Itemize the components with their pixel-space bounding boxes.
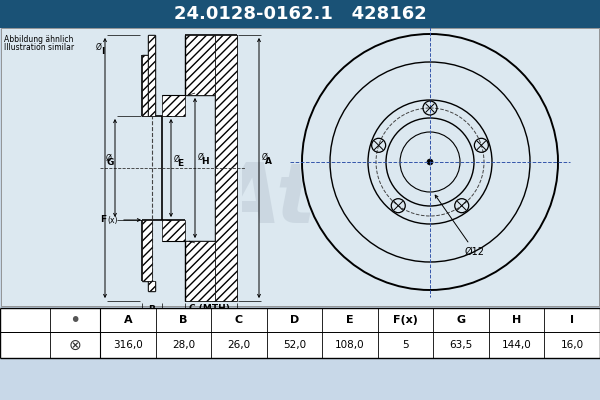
Bar: [215, 35, 237, 301]
Text: 316,0: 316,0: [113, 340, 143, 350]
Text: C: C: [235, 315, 243, 325]
Circle shape: [15, 335, 35, 355]
Bar: [142, 55, 152, 116]
Text: A: A: [124, 315, 132, 325]
Text: E: E: [177, 159, 183, 168]
Circle shape: [23, 318, 27, 322]
Bar: [162, 220, 185, 241]
Text: Ø: Ø: [198, 153, 204, 162]
Text: F: F: [100, 216, 106, 224]
Text: Ø: Ø: [106, 154, 112, 163]
Bar: [0, 308, 600, 358]
Bar: [162, 95, 185, 241]
Text: G: G: [107, 158, 114, 167]
Text: E: E: [346, 315, 354, 325]
Bar: [185, 241, 215, 301]
Text: H: H: [201, 157, 209, 166]
Bar: [1, 28, 599, 306]
Text: Abbildung ähnlich: Abbildung ähnlich: [4, 35, 73, 44]
Text: 63,5: 63,5: [449, 340, 473, 350]
Bar: [0, 0, 600, 28]
Bar: [185, 35, 215, 95]
Bar: [142, 220, 152, 281]
Text: I: I: [570, 315, 574, 325]
Text: D: D: [155, 314, 162, 323]
Text: C (MTH): C (MTH): [189, 304, 230, 313]
Text: F(x): F(x): [393, 315, 418, 325]
Text: •: •: [70, 310, 80, 330]
Bar: [137, 33, 242, 303]
Text: 108,0: 108,0: [335, 340, 365, 350]
Circle shape: [427, 159, 433, 165]
Text: Ø12: Ø12: [435, 195, 485, 257]
Text: Ø: Ø: [96, 43, 102, 52]
Text: G: G: [457, 315, 466, 325]
Text: B: B: [179, 315, 188, 325]
Text: 52,0: 52,0: [283, 340, 306, 350]
Text: H: H: [512, 315, 521, 325]
Circle shape: [20, 340, 30, 350]
Text: B: B: [149, 305, 155, 314]
Text: (x): (x): [107, 216, 118, 224]
Text: Ø: Ø: [262, 153, 268, 162]
Text: 26,0: 26,0: [227, 340, 250, 350]
Text: 144,0: 144,0: [502, 340, 532, 350]
Text: 24.0128-0162.1   428162: 24.0128-0162.1 428162: [173, 5, 427, 23]
Bar: [148, 281, 155, 291]
Bar: [148, 35, 155, 116]
Text: 16,0: 16,0: [560, 340, 584, 350]
Text: D: D: [290, 315, 299, 325]
Circle shape: [300, 32, 560, 292]
Text: I: I: [101, 47, 104, 56]
Circle shape: [20, 315, 30, 325]
Text: 5: 5: [402, 340, 409, 350]
Bar: [162, 95, 185, 116]
Text: 28,0: 28,0: [172, 340, 195, 350]
Text: Ate: Ate: [217, 160, 373, 240]
Text: ⊗: ⊗: [68, 338, 82, 352]
Circle shape: [15, 310, 35, 330]
Text: Illustration similar: Illustration similar: [4, 43, 74, 52]
Text: A: A: [265, 157, 272, 166]
Text: Ø: Ø: [174, 155, 180, 164]
